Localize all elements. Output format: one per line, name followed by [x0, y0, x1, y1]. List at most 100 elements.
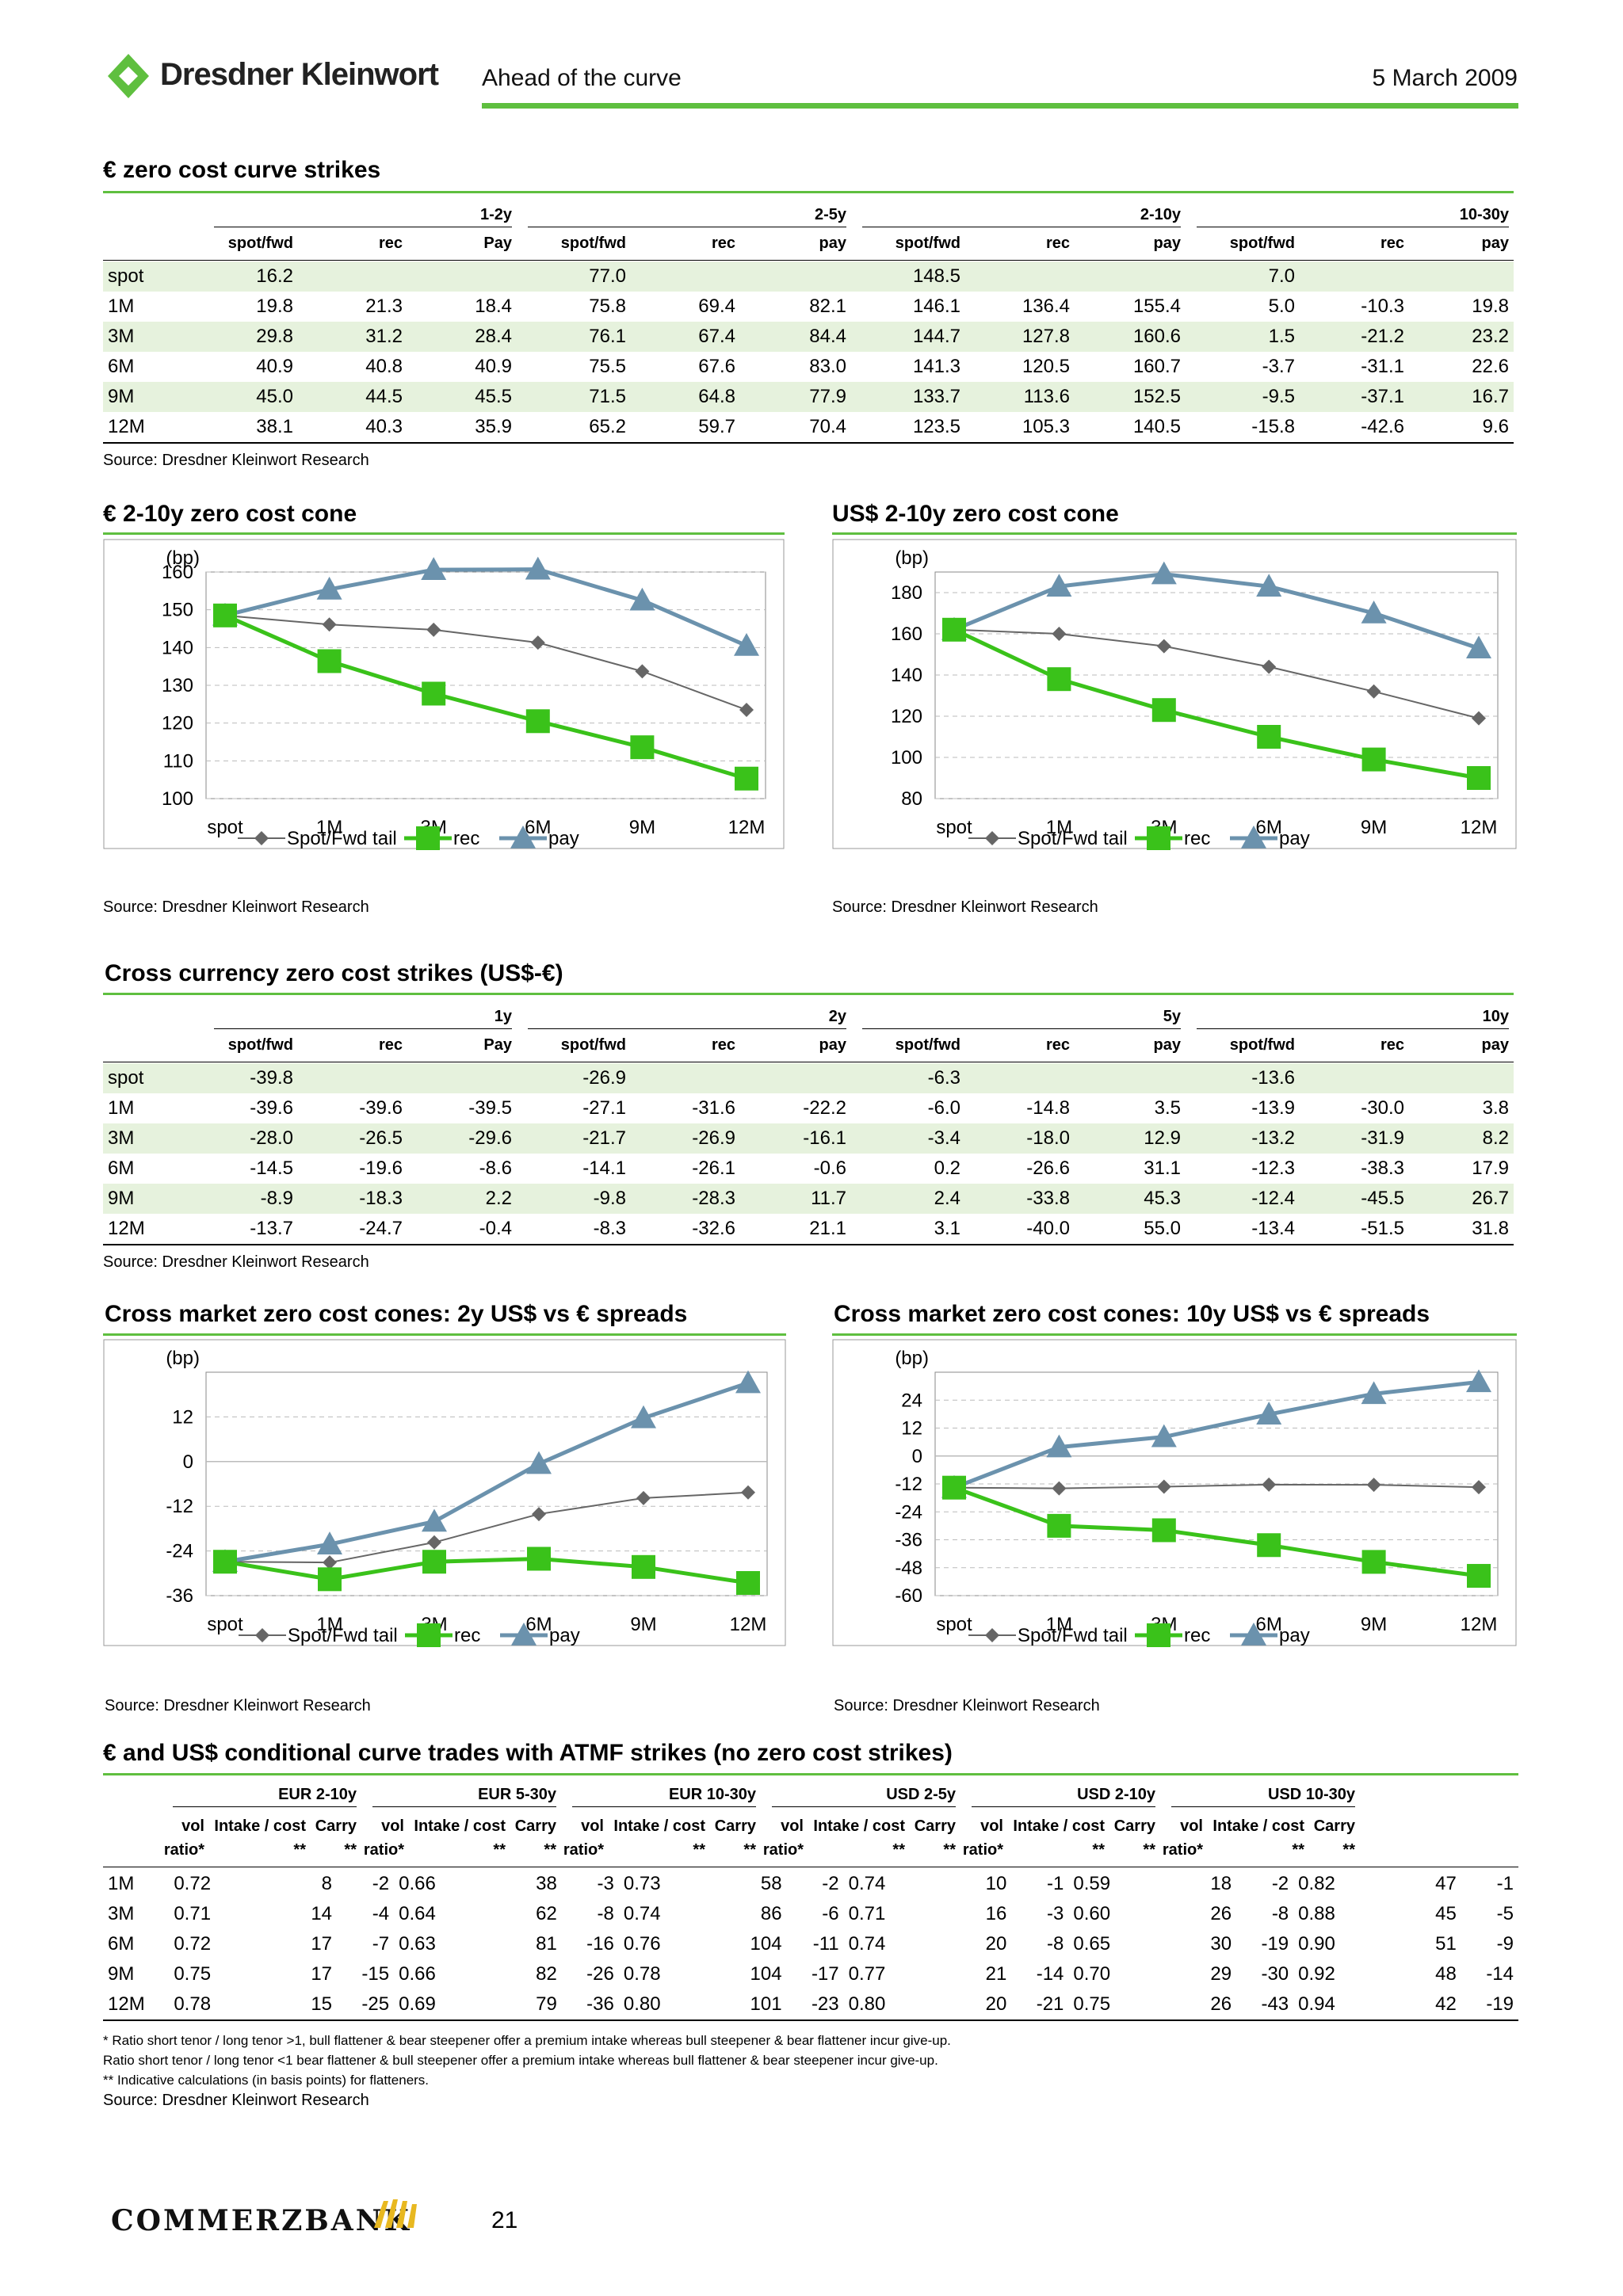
chart4-source: Source: Dresdner Kleinwort Research	[834, 1697, 1100, 1714]
column-header: **	[1292, 1841, 1304, 1859]
table1-title: € zero cost curve strikes	[103, 157, 381, 183]
data-point	[1257, 725, 1281, 749]
table-cell: 0.2	[934, 1158, 960, 1179]
column-header: vol	[1180, 1817, 1203, 1835]
table-cell: 22.6	[1472, 356, 1509, 377]
column-header: **	[892, 1841, 905, 1859]
column-group-header: USD 2-5y	[772, 1786, 956, 1807]
y-tick-label: -60	[895, 1585, 922, 1607]
column-header: pay	[819, 1036, 846, 1054]
table-cell: -11	[812, 1933, 839, 1955]
data-point	[1256, 574, 1282, 597]
table-cell: -3	[597, 1873, 614, 1894]
table-cell	[1409, 1063, 1514, 1093]
table-cell: 16.7	[1409, 382, 1514, 412]
data-point	[1256, 1402, 1282, 1425]
table-row: spot 16.2 77.0 148.5 7.0	[103, 261, 1514, 292]
series-line-rec	[953, 1486, 1480, 1578]
table-cell: 0.66	[399, 1873, 436, 1894]
table-cell: 0.74	[623, 1903, 661, 1924]
column-header: ratio*	[163, 1841, 204, 1859]
table-cell: 40.9	[475, 356, 512, 377]
table-cell: -25	[337, 1989, 395, 2021]
column-header: **	[293, 1841, 306, 1859]
table-cell: 17	[311, 1933, 333, 1955]
column-header: Carry	[315, 1817, 357, 1835]
table-cell: -9.5	[1186, 382, 1300, 412]
column-header: spot/fwd	[227, 1036, 293, 1054]
table-cell: -2	[372, 1873, 390, 1894]
table-cell: 35.9	[407, 412, 517, 444]
column-header: spot/fwd	[560, 1036, 626, 1054]
data-point	[527, 1547, 551, 1571]
table-cell: 11.7	[740, 1184, 851, 1214]
legend-label: rec	[1184, 1625, 1210, 1646]
table-cell: 144.7	[851, 322, 965, 352]
table-cell: -8	[1271, 1903, 1289, 1924]
data-point	[213, 603, 237, 627]
table-cell: -45.5	[1300, 1184, 1409, 1214]
table-cell: 44.5	[298, 382, 407, 412]
table-cell: 23.2	[1409, 322, 1514, 352]
row-label: 3M	[103, 1123, 203, 1154]
table-cell: 40.8	[365, 356, 403, 377]
y-tick-label: -36	[895, 1530, 922, 1551]
table-cell: 31.1	[1144, 1158, 1181, 1179]
table-cell: 84.4	[740, 322, 851, 352]
data-point	[530, 635, 545, 650]
series-line-spotfwdtail	[224, 1491, 749, 1564]
table1-source: Source: Dresdner Kleinwort Research	[103, 452, 369, 469]
table-cell: -12.4	[1186, 1184, 1300, 1214]
y-tick-label: 110	[163, 750, 193, 772]
row-label: 1M	[108, 1873, 135, 1894]
table-cell: 16.2	[203, 261, 298, 292]
y-tick-label: 0	[912, 1446, 922, 1467]
table-cell: -9	[1496, 1933, 1514, 1955]
table-cell: 29.8	[203, 322, 298, 352]
table-cell	[1075, 1063, 1186, 1093]
column-group-header: EUR 5-30y	[372, 1786, 556, 1807]
column-header: Carry	[1313, 1817, 1355, 1835]
table-cell: 40.3	[298, 412, 407, 444]
table-cell	[298, 261, 407, 292]
column-header: spot/fwd	[1229, 235, 1295, 252]
table-cell: 0.70	[1073, 1963, 1111, 1985]
data-point	[317, 649, 342, 673]
table-cell: 5.0	[1268, 296, 1295, 317]
data-point	[1366, 1478, 1381, 1493]
table-cell: -51.5	[1300, 1214, 1409, 1245]
y-tick-label: 180	[891, 582, 922, 604]
legend-marker	[985, 1628, 999, 1642]
table-cell: 0.78	[169, 1989, 223, 2021]
table-cell: 86	[760, 1903, 782, 1924]
legend-label: rec	[1184, 828, 1210, 849]
y-tick-label: 0	[183, 1451, 193, 1473]
table-cell: -24.7	[298, 1214, 407, 1245]
table-cell: 15	[222, 1989, 338, 2021]
column-header: ratio*	[563, 1841, 604, 1859]
table-cell	[631, 261, 740, 292]
table-cell: 48	[1435, 1963, 1457, 1985]
x-tick-label: 9M	[629, 817, 655, 838]
table-cell: 0.69	[394, 1989, 448, 2021]
data-point	[636, 1490, 651, 1505]
table-cell: -21.2	[1300, 322, 1409, 352]
table-row: 12M 38.1 40.3 35.9 65.2 59.7 70.4 123.5 105.3 140…	[103, 412, 1514, 444]
x-tick-label: 12M	[1461, 1614, 1498, 1635]
table-row: 3M 0.71 14 -4 0.64 62 -8 0.74 86 -6 0.71 16 -3 0.60 26…	[103, 1899, 1518, 1929]
table-cell: -40.0	[965, 1214, 1075, 1245]
legend-label: Spot/Fwd tail	[1018, 1625, 1128, 1646]
column-header: Intake / cost	[214, 1817, 306, 1835]
data-point	[213, 1550, 237, 1574]
y-axis-label: (bp)	[895, 547, 929, 569]
column-header: Pay	[483, 235, 512, 252]
column-group-header: 10y	[1197, 1008, 1509, 1029]
column-header: pay	[1481, 1036, 1509, 1054]
row-label: 9M	[103, 382, 203, 412]
table-row: 9M 45.0 44.5 45.5 71.5 64.8 77.9 133.7 113.6 152.…	[103, 382, 1514, 412]
column-header: spot/fwd	[227, 235, 293, 252]
legend-marker	[1147, 1623, 1170, 1647]
legend-marker	[510, 826, 536, 849]
table-cell: -19	[1261, 1933, 1289, 1955]
legend-label: Spot/Fwd tail	[1018, 828, 1128, 849]
